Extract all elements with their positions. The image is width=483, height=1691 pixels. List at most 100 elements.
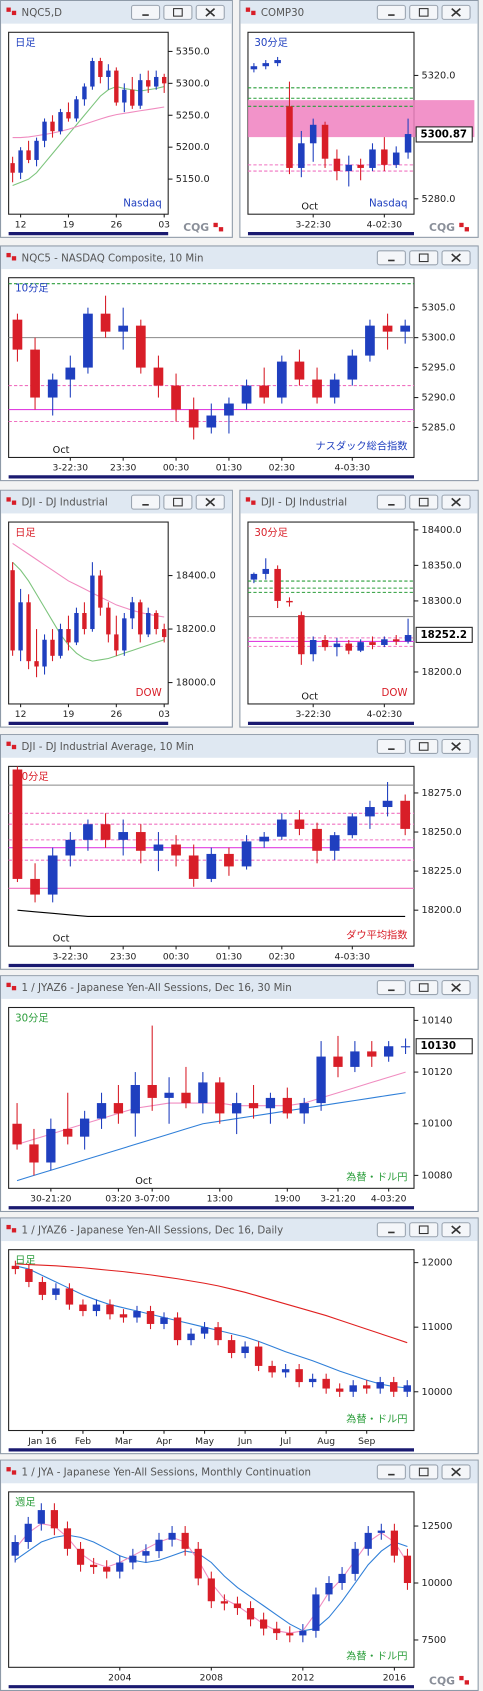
candle-body [25,1269,33,1282]
candle-body [153,844,164,851]
x-tick-label: 2004 [108,1674,131,1684]
maximize-button[interactable] [163,494,193,510]
candle-body [82,613,87,630]
candle-body [18,602,23,651]
candle-body [160,1317,168,1324]
maximize-button[interactable] [409,1222,439,1238]
y-tick-label: 18200.0 [422,905,462,916]
maximize-button[interactable] [409,250,439,266]
window-icon [245,497,251,502]
x-tick-label: Jun [237,1437,253,1447]
y-tick-label: 5300.0 [176,78,210,89]
moving-average [17,909,406,917]
window-icon [11,256,17,261]
candle-body [329,379,340,398]
candle-body [350,1051,360,1067]
y-tick-label: 18000.0 [176,678,216,689]
logo: CQG [429,221,455,234]
candle-body [260,1619,268,1629]
candle-body [246,1608,255,1620]
maximize-button[interactable] [409,494,439,510]
x-tick-label: Feb [75,1437,91,1447]
candle-body [232,1103,242,1114]
minimize-button[interactable] [376,1464,406,1480]
minimize-button[interactable] [376,494,406,510]
minimize-button[interactable] [376,1222,406,1238]
logo-mark [464,1680,469,1685]
candle-body [42,121,47,141]
candle-body [338,1573,346,1584]
x-tick-label: 4-02:30 [367,710,403,720]
logo-mark [218,227,224,232]
x-tick-label: 4-03:30 [335,464,371,474]
y-tick-label: 5295.0 [422,363,456,374]
candle-body [90,1564,98,1568]
candle-body [168,1532,176,1540]
candle-body [122,89,127,103]
button-icon [205,8,216,17]
minimize-button[interactable] [130,494,161,510]
window-title: DJI - DJ Industrial Average, 10 Min [22,742,194,753]
moving-average [12,561,165,662]
x-tick-label: 03 [158,710,170,720]
y-tick-label: 18400.0 [422,525,462,536]
button-icon [418,1467,429,1477]
candle-body [241,385,252,404]
candle-body [79,1304,87,1312]
minimize-button[interactable] [376,738,406,755]
moving-average [16,1092,406,1182]
chart-label: 10分足 [15,282,48,294]
candle-body [100,313,111,332]
candle-body [162,629,167,638]
candle-body [349,1385,357,1392]
x-tick-label: 23:30 [110,952,137,962]
candle-body [335,1388,344,1392]
candle-body [155,1539,163,1552]
candle-body [153,367,164,386]
candle-body [369,642,376,645]
minimize-button[interactable] [130,4,161,20]
candle-body [308,1378,317,1383]
candle-body [74,613,79,643]
candle-body [403,1385,411,1392]
candle-body [369,149,376,168]
candle-body [12,319,23,350]
minimize-button[interactable] [376,250,406,266]
maximize-button[interactable] [409,738,439,755]
chart-label: 30分足 [254,527,287,539]
candle-body [295,1369,303,1383]
candle-body [122,618,127,651]
maximize-button[interactable] [409,1464,439,1480]
candle-body [98,575,103,608]
candle-body [333,643,341,648]
logo: CQG [429,1674,455,1687]
candle-body [312,828,322,851]
x-tick-label: Mar [115,1437,133,1447]
candle-body [30,878,40,895]
y-tick-label: 5280.0 [422,194,456,205]
window-title: DJI - DJ Industrial [261,498,347,509]
candle-body [82,86,87,100]
y-tick-label: 18225.0 [422,866,462,877]
candle-body [65,1288,74,1305]
window-icon [11,1228,17,1233]
window-title: 1 / JYAZ6 - Japanese Yen-All Sessions, D… [22,983,292,994]
candle-body [309,640,317,655]
candle-body [130,1084,140,1114]
candle-body [312,379,322,398]
button-icon [418,253,429,263]
candle-body [135,325,146,368]
minimize-button[interactable] [376,980,406,996]
candle-body [100,824,111,840]
candle-body [12,1123,22,1145]
maximize-button[interactable] [409,980,439,996]
maximize-button[interactable] [163,4,193,20]
logo: CQG [183,221,209,234]
moving-average [15,1263,408,1344]
minimize-button[interactable] [376,4,406,20]
maximize-button[interactable] [409,4,439,20]
plot-area [247,521,415,705]
x-tick-label: 26 [111,220,123,230]
candle-body [367,1051,377,1057]
candle-body [347,355,358,380]
